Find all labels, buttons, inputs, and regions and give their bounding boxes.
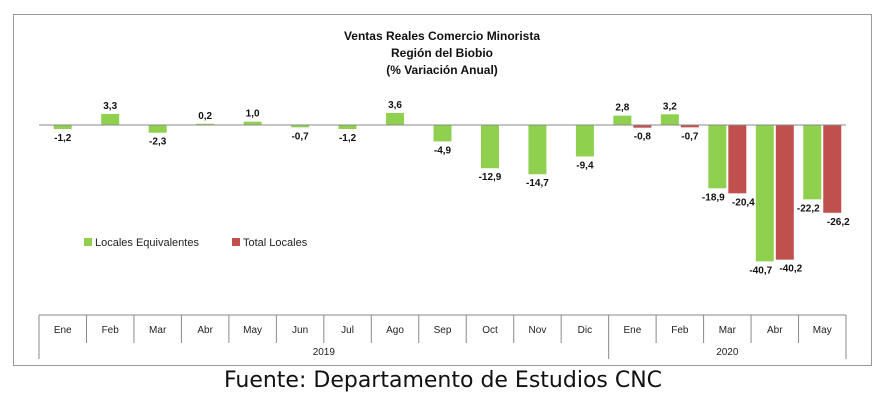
bar-locales-equivalentes (243, 121, 262, 125)
x-tick-label: May (813, 325, 832, 336)
data-label-locales-equivalentes: -18,9 (702, 192, 725, 203)
legend-label-locales-equivalentes: Locales Equivalentes (95, 237, 199, 249)
x-tick-label: Mar (149, 325, 167, 336)
year-label: 2019 (313, 347, 336, 358)
data-label-locales-equivalentes: 1,0 (246, 109, 260, 120)
data-label-locales-equivalentes: -14,7 (526, 178, 549, 189)
x-tick-label: Ene (54, 325, 72, 336)
x-tick-label: Jun (292, 325, 308, 336)
bar-locales-equivalentes (148, 125, 167, 133)
data-labels: -1,2 3,3 -2,3 0,2 1,0 -0,7 -1,2 3,6 -4,9 -12,9 -14… (54, 100, 850, 276)
data-label-locales-equivalentes: -2,3 (149, 137, 167, 148)
data-label-locales-equivalentes: -1,2 (54, 133, 72, 144)
data-label-locales-equivalentes: -9,4 (576, 160, 594, 171)
chart-title-line-2: Región del Biobio (391, 46, 493, 60)
legend-swatch-total-locales (232, 238, 240, 246)
source-caption: Fuente: Departamento de Estudios CNC (223, 368, 663, 393)
data-label-locales-equivalentes: -22,2 (797, 203, 820, 214)
data-label-total-locales: -0,8 (634, 132, 652, 143)
x-tick-label: Feb (102, 325, 120, 336)
bar-locales-equivalentes (660, 114, 679, 125)
x-tick-label: Abr (197, 325, 213, 336)
data-label-locales-equivalentes: 0,2 (198, 111, 212, 122)
bars (53, 112, 842, 262)
data-label-locales-equivalentes: 3,3 (103, 101, 117, 112)
x-tick-label: Dic (578, 325, 592, 336)
x-tick-label: Sep (434, 325, 452, 336)
category-axis: Ene Feb Mar Abr May Jun Jul Ago Sep Oct Nov Dic Ene F… (38, 124, 847, 359)
bar-locales-equivalentes (803, 125, 822, 200)
legend: Locales Equivalentes Total Locales (84, 237, 308, 249)
data-label-total-locales: -20,4 (732, 197, 755, 208)
bar-locales-equivalentes (196, 123, 215, 125)
bar-total-locales (633, 125, 652, 128)
x-tick-label: Feb (671, 325, 689, 336)
legend-label-total-locales: Total Locales (243, 237, 308, 249)
bar-locales-equivalentes (338, 125, 357, 130)
bar-locales-equivalentes (528, 125, 547, 175)
x-tick-label: Ene (623, 325, 641, 336)
data-label-locales-equivalentes: -40,7 (749, 265, 772, 276)
bar-locales-equivalentes (433, 125, 452, 142)
chart-title-line-3: (% Variación Anual) (386, 63, 498, 77)
bar-locales-equivalentes (386, 112, 405, 125)
x-tick-label: Mar (719, 325, 737, 336)
bar-locales-equivalentes (613, 115, 632, 125)
x-tick-label: Nov (529, 325, 547, 336)
bar-locales-equivalentes (575, 125, 594, 157)
x-tick-label: Abr (767, 325, 783, 336)
data-label-locales-equivalentes: -12,9 (479, 172, 502, 183)
x-tick-label: Jul (341, 325, 354, 336)
bar-total-locales (728, 125, 747, 194)
chart-title-line-1: Ventas Reales Comercio Minorista (344, 29, 540, 43)
bar-locales-equivalentes (291, 125, 310, 128)
bar-locales-equivalentes (101, 113, 120, 125)
data-label-locales-equivalentes: -1,2 (339, 133, 357, 144)
bar-total-locales (680, 125, 699, 128)
bar-total-locales (775, 125, 794, 260)
data-label-total-locales: -40,2 (779, 264, 802, 275)
data-label-locales-equivalentes: -0,7 (291, 131, 309, 142)
x-tick-label: May (243, 325, 262, 336)
bar-chart: Ventas Reales Comercio Minorista Región … (38, 29, 850, 359)
data-label-total-locales: -0,7 (681, 131, 699, 142)
chart-title: Ventas Reales Comercio Minorista Región … (344, 29, 540, 77)
bar-locales-equivalentes (480, 125, 499, 169)
bar-locales-equivalentes (708, 125, 727, 189)
legend-swatch-locales-equivalentes (84, 238, 92, 246)
x-tick-label: Oct (482, 325, 498, 336)
chart-frame: Ventas Reales Comercio Minorista Región … (13, 14, 872, 366)
data-label-locales-equivalentes: 3,6 (388, 100, 402, 111)
bar-locales-equivalentes (53, 125, 72, 130)
year-label: 2020 (716, 347, 739, 358)
x-tick-label: Ago (386, 325, 404, 336)
data-label-locales-equivalentes: 2,8 (615, 103, 629, 114)
bar-total-locales (823, 125, 842, 213)
data-label-locales-equivalentes: 3,2 (663, 101, 677, 112)
bar-locales-equivalentes (755, 125, 774, 262)
data-label-locales-equivalentes: -4,9 (434, 145, 452, 156)
data-label-total-locales: -26,2 (827, 217, 850, 228)
